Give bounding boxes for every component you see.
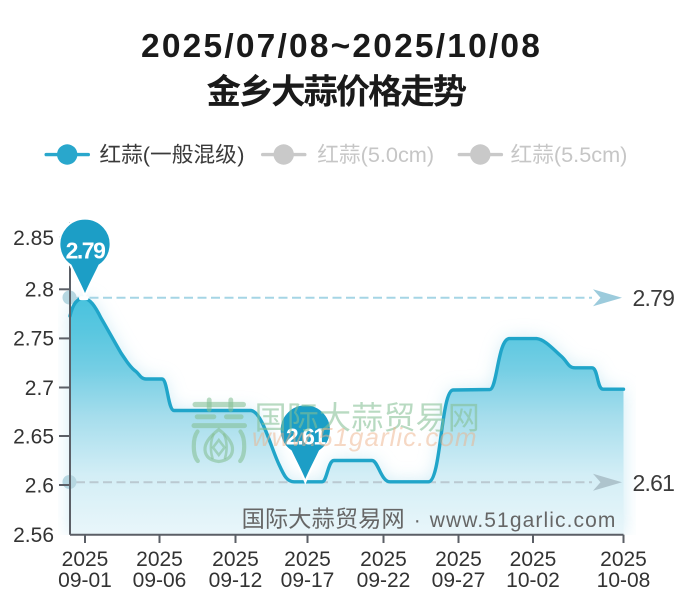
svg-text:09-27: 09-27 bbox=[432, 569, 486, 592]
svg-text:www.51garlic.com: www.51garlic.com bbox=[252, 422, 478, 452]
svg-text:2025: 2025 bbox=[136, 548, 183, 571]
svg-text:2.7: 2.7 bbox=[25, 377, 54, 400]
svg-text:2.56: 2.56 bbox=[13, 524, 54, 547]
svg-text:2.79: 2.79 bbox=[66, 238, 105, 264]
svg-text:2.79: 2.79 bbox=[633, 285, 675, 311]
svg-text:www.51garlic.com: www.51garlic.com bbox=[429, 509, 617, 532]
svg-text:2.61: 2.61 bbox=[286, 423, 326, 449]
svg-text:09-01: 09-01 bbox=[58, 569, 112, 592]
svg-text:2025: 2025 bbox=[284, 548, 331, 571]
svg-text:2.6: 2.6 bbox=[25, 474, 54, 497]
svg-text:2.85: 2.85 bbox=[13, 227, 54, 250]
svg-text:): ) bbox=[237, 142, 244, 167]
svg-text:2025: 2025 bbox=[435, 548, 482, 571]
svg-text:09-22: 09-22 bbox=[357, 569, 411, 592]
svg-text:2.75: 2.75 bbox=[13, 328, 54, 351]
svg-text:2025: 2025 bbox=[62, 548, 109, 571]
svg-text:2025: 2025 bbox=[600, 548, 647, 571]
svg-text:·: · bbox=[414, 509, 421, 532]
svg-text:09-06: 09-06 bbox=[133, 569, 187, 592]
svg-text:(5.0cm): (5.0cm) bbox=[361, 142, 435, 167]
svg-text:2.61: 2.61 bbox=[633, 470, 675, 496]
svg-text:09-12: 09-12 bbox=[209, 569, 263, 592]
svg-text:2025: 2025 bbox=[510, 548, 557, 571]
svg-text:10-02: 10-02 bbox=[506, 569, 560, 592]
svg-text:2.8: 2.8 bbox=[25, 279, 54, 302]
svg-text:(: ( bbox=[143, 142, 151, 167]
svg-text:(5.5cm): (5.5cm) bbox=[554, 142, 628, 167]
svg-text:2025: 2025 bbox=[212, 548, 259, 571]
svg-text:2.65: 2.65 bbox=[13, 425, 54, 448]
svg-text:2025/07/08~2025/10/08: 2025/07/08~2025/10/08 bbox=[141, 28, 542, 65]
svg-text:09-17: 09-17 bbox=[281, 569, 335, 592]
svg-text:2025: 2025 bbox=[360, 548, 407, 571]
svg-text:10-08: 10-08 bbox=[597, 569, 651, 592]
